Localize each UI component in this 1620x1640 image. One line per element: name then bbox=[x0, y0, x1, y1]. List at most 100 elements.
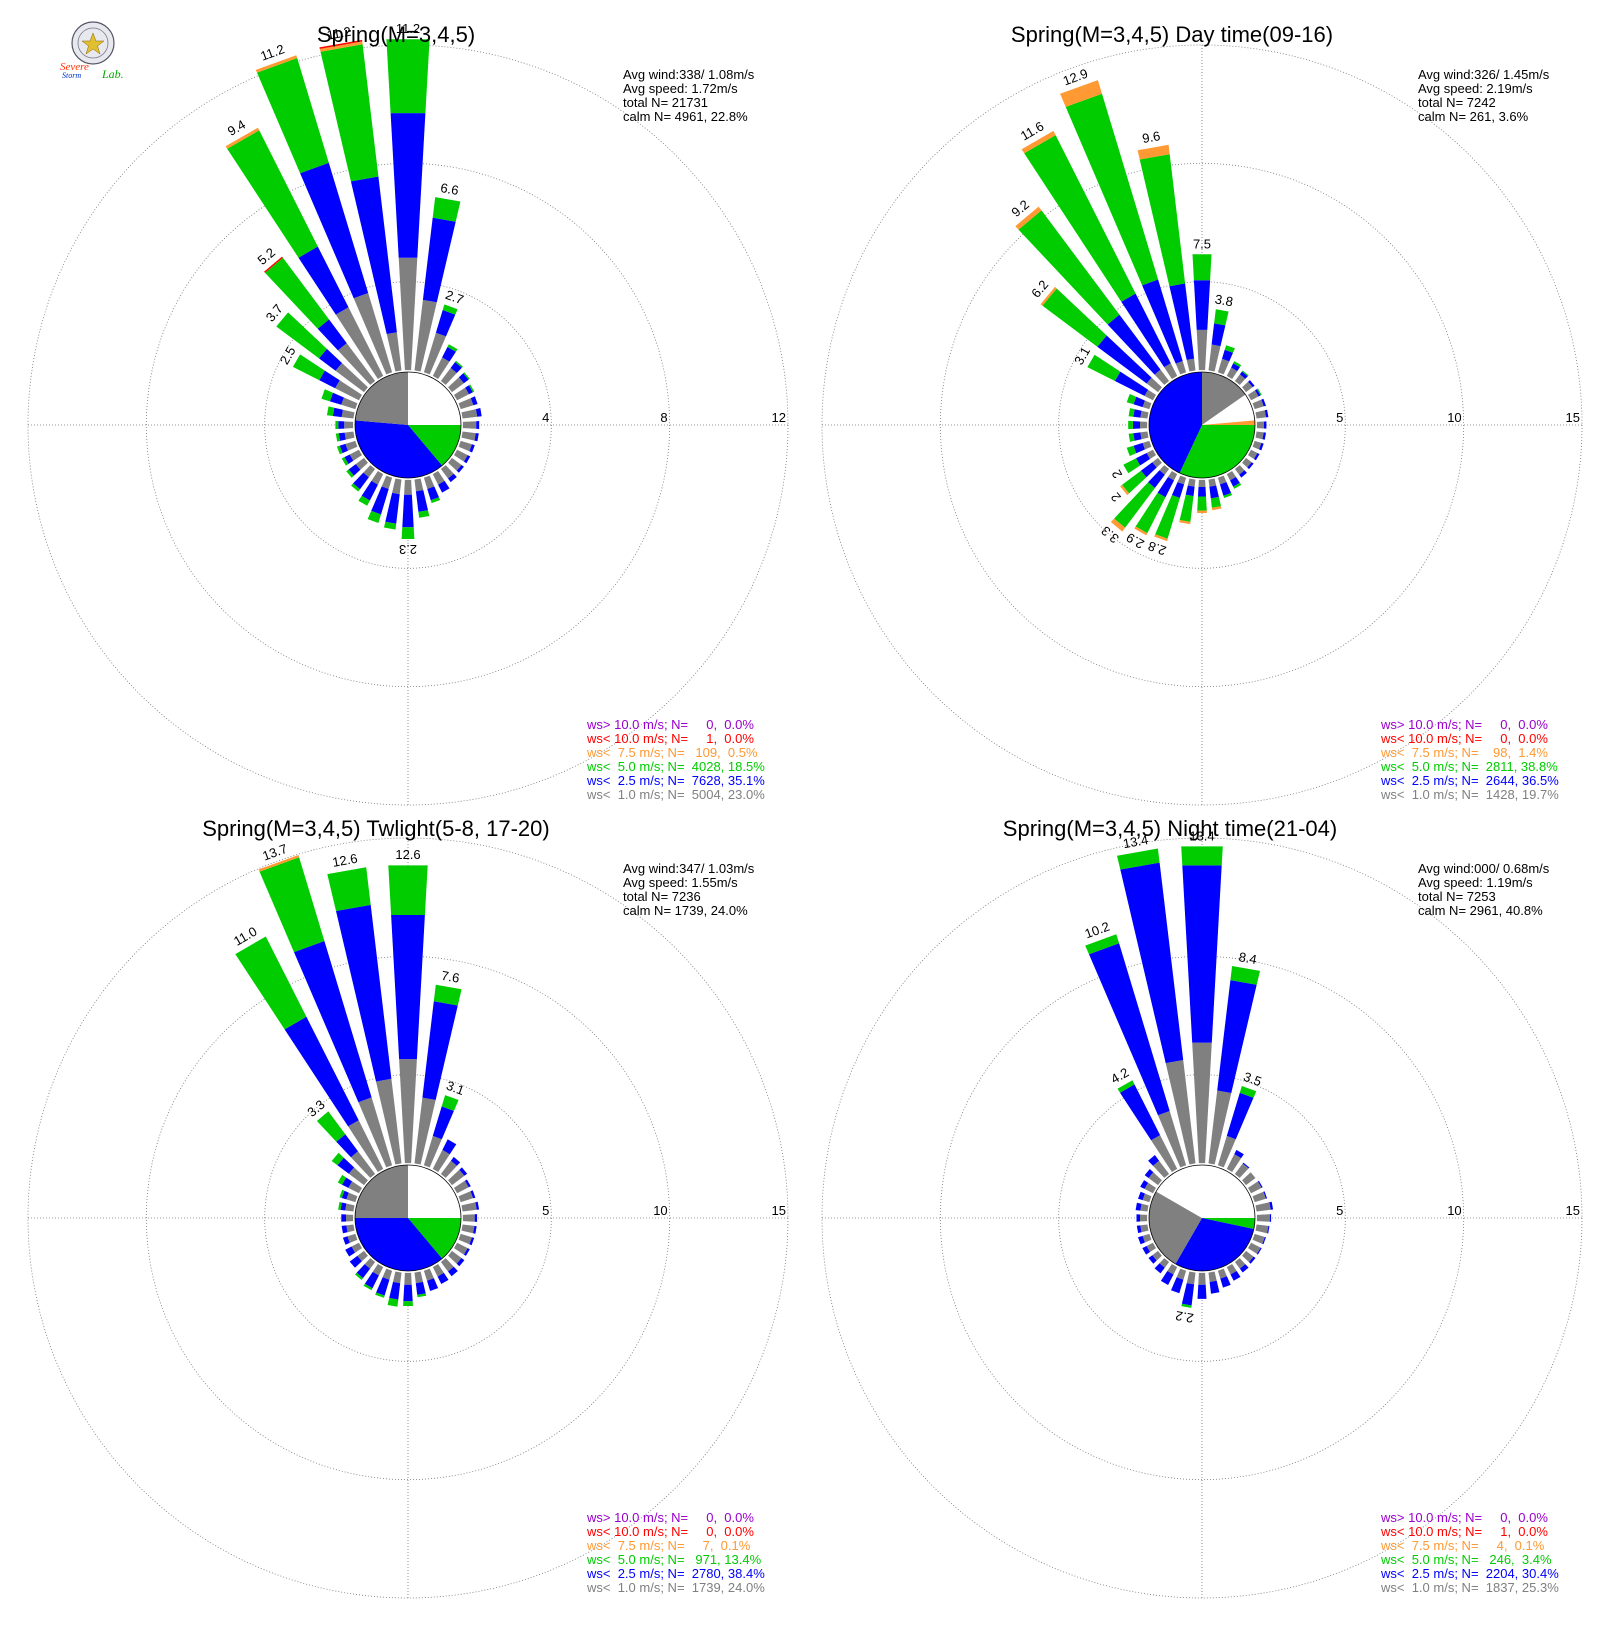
bar-segment-lt1 bbox=[448, 457, 462, 471]
ring-tick-label: 5 bbox=[1336, 410, 1343, 425]
bar-segment-lt2_5 bbox=[432, 1106, 454, 1140]
bar-segment-lt1 bbox=[454, 449, 468, 462]
bar-segment-lt2_5 bbox=[1247, 462, 1254, 470]
center-pie-slice bbox=[1202, 1165, 1255, 1218]
bar-segment-lt1 bbox=[1208, 344, 1221, 372]
direction-bar bbox=[1208, 1271, 1220, 1294]
bar-segment-lt2_5 bbox=[1144, 1169, 1154, 1178]
bar-segment-lt1 bbox=[1186, 1271, 1196, 1285]
bar-segment-lt2_5 bbox=[371, 486, 389, 515]
avg-wind-text: Avg wind:326/ 1.45m/s bbox=[1418, 67, 1550, 82]
direction-bar bbox=[1197, 479, 1207, 513]
direction-bar bbox=[339, 1189, 358, 1203]
bar-segment-lt2_5 bbox=[1138, 1235, 1145, 1245]
direction-bar bbox=[448, 457, 464, 473]
bar-segment-lt1 bbox=[1140, 421, 1148, 429]
bar-segment-lt1 bbox=[1165, 1060, 1196, 1165]
bar-segment-lt2_5 bbox=[1182, 865, 1222, 1043]
direction-bar bbox=[1192, 254, 1212, 371]
direction-bar bbox=[1154, 1258, 1170, 1274]
direction-bar bbox=[337, 1174, 362, 1194]
direction-bar bbox=[1135, 1202, 1149, 1212]
bar-segment-lt1 bbox=[1158, 1111, 1187, 1168]
center-pie-slice bbox=[408, 1165, 461, 1218]
bar-segment-lt1 bbox=[454, 387, 469, 401]
direction-bar bbox=[1148, 1155, 1170, 1178]
bar-segment-lt2_5 bbox=[1239, 1264, 1249, 1273]
center-pie bbox=[354, 1164, 462, 1272]
bar-segment-lt1 bbox=[1252, 440, 1262, 450]
legend-ws-lt-2-5: ws< 2.5 m/s; N= 2780, 38.4% bbox=[586, 1566, 765, 1581]
direction-bar bbox=[458, 440, 475, 453]
legend-ws-lt-5: ws< 5.0 m/s; N= 246, 3.4% bbox=[1380, 1552, 1552, 1567]
direction-bar bbox=[1138, 1233, 1152, 1245]
bar-segment-lt2_5 bbox=[1148, 1155, 1160, 1166]
legend-ws-lt-7-5: ws< 7.5 m/s; N= 98, 1.4% bbox=[1380, 745, 1548, 760]
bar-segment-lt2_5 bbox=[442, 346, 456, 362]
direction-bar bbox=[414, 1271, 427, 1298]
direction-bar bbox=[316, 1111, 376, 1178]
bar-segment-lt5 bbox=[1197, 496, 1207, 511]
bar-segment-lt5 bbox=[335, 433, 341, 442]
bar-segment-lt1 bbox=[1196, 329, 1208, 371]
panel-title: Spring(M=3,4,5) Twlight(5-8, 17-20) bbox=[202, 816, 549, 841]
bar-segment-lt1 bbox=[1242, 1172, 1256, 1186]
bar-segment-lt1 bbox=[372, 1264, 384, 1276]
bar-segment-lt2_5 bbox=[1211, 323, 1226, 347]
center-pie-slice bbox=[1175, 1218, 1254, 1271]
bar-segment-lt1 bbox=[1144, 1182, 1156, 1194]
bar-segment-lt1 bbox=[1142, 400, 1152, 410]
direction-bar bbox=[1128, 420, 1148, 430]
direction-bar bbox=[326, 406, 355, 419]
bar-value-label: 7.5 bbox=[1193, 236, 1211, 251]
bar-segment-lt5 bbox=[403, 1301, 413, 1306]
bar-segment-lt5 bbox=[375, 1292, 385, 1298]
direction-bar bbox=[255, 55, 393, 375]
bar-segment-lt1 bbox=[1176, 1268, 1187, 1280]
bar-segment-lt2_5 bbox=[463, 1248, 470, 1256]
direction-bar bbox=[440, 1156, 461, 1178]
direction-bar bbox=[1040, 286, 1162, 393]
bar-segment-lt5 bbox=[1126, 445, 1137, 456]
bar-segment-lt1 bbox=[371, 471, 384, 485]
bar-segment-lt1 bbox=[1248, 1181, 1262, 1194]
bar-segment-lt5 bbox=[316, 1111, 346, 1142]
bar-value-label: 11.2 bbox=[396, 21, 420, 36]
bar-segment-lt1 bbox=[461, 1224, 475, 1234]
direction-bar bbox=[423, 304, 458, 375]
direction-bar bbox=[432, 344, 458, 379]
bar-segment-lt5 bbox=[346, 469, 354, 478]
bar-segment-lt1 bbox=[1234, 1163, 1249, 1178]
bar-segment-lt5 bbox=[442, 304, 458, 315]
bar-segment-lt2_5 bbox=[403, 1284, 413, 1302]
bar-segment-lt1 bbox=[1242, 457, 1252, 468]
bar-segment-lt2_5 bbox=[284, 1016, 359, 1127]
direction-bar bbox=[338, 1201, 355, 1212]
direction-bar bbox=[384, 478, 402, 530]
bar-segment-lt2_5 bbox=[345, 1246, 355, 1257]
bar-segment-lt2_5 bbox=[1264, 421, 1267, 429]
bar-segment-lt1 bbox=[335, 363, 368, 393]
bar-segment-lt2_5 bbox=[422, 1001, 458, 1100]
bar-segment-lt1 bbox=[341, 409, 355, 419]
direction-bar bbox=[264, 256, 376, 385]
bar-segment-lt2_5 bbox=[463, 455, 471, 464]
center-pie-slice bbox=[408, 372, 461, 425]
direction-bar bbox=[448, 1250, 465, 1267]
center-pie-slice bbox=[1179, 425, 1255, 478]
bar-segment-lt5 bbox=[1114, 482, 1155, 528]
lab-logo-line2: Storm bbox=[62, 71, 81, 80]
legend-ws-lt-2-5: ws< 2.5 m/s; N= 7628, 35.1% bbox=[586, 773, 765, 788]
bar-segment-lt2_5 bbox=[1230, 477, 1240, 487]
bar-segment-lt5 bbox=[455, 360, 463, 368]
bar-segment-lt5 bbox=[441, 1095, 459, 1111]
bar-segment-lt2_5 bbox=[332, 407, 343, 418]
direction-bar bbox=[1234, 1258, 1249, 1273]
bar-segment-lt5 bbox=[265, 257, 329, 329]
bar-segment-lt7_5 bbox=[1211, 506, 1222, 511]
bar-segment-lt2_5 bbox=[1222, 349, 1233, 362]
lab-logo-line1: Severe bbox=[60, 61, 89, 73]
bar-segment-lt7_5 bbox=[1120, 484, 1130, 496]
